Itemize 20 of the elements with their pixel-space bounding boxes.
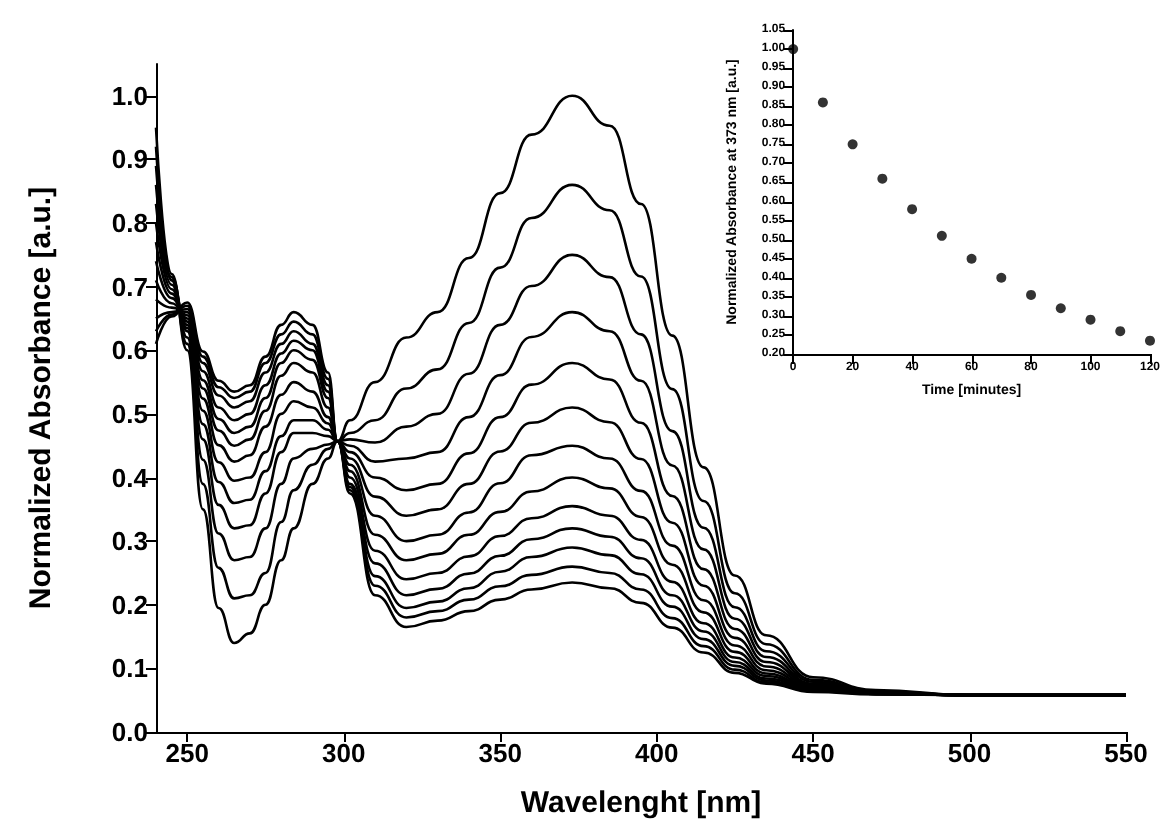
y-tick-label: 0.2 xyxy=(111,589,148,620)
y-tick-label: 0.3 xyxy=(111,526,148,557)
x-tick-label: 400 xyxy=(634,738,679,768)
x-tick-label: 500 xyxy=(947,738,992,768)
y-tick-label: 0.0 xyxy=(111,717,148,747)
y-tick-label: 0.6 xyxy=(111,335,148,366)
y-tick-label: 0.9 xyxy=(111,144,148,175)
y-tick-label: 0.5 xyxy=(111,398,148,429)
x-tick-label: 350 xyxy=(478,738,522,768)
y-tick-label: 0.8 xyxy=(111,208,148,239)
x-tick-label: 550 xyxy=(1104,738,1148,768)
x-tick-label: 250 xyxy=(165,738,209,768)
y-tick-label: 0.4 xyxy=(111,462,150,493)
x-tick-label: 300 xyxy=(322,738,366,768)
y-tick-label: 0.1 xyxy=(111,653,148,684)
y-tick-label: 0.7 xyxy=(111,271,148,302)
y-tick-label: 1.0 xyxy=(111,80,148,111)
x-axis-title: Wavelenght [nm] xyxy=(520,786,762,820)
y-axis-title: Normalized Absorbance [a.u.] xyxy=(24,186,58,610)
x-tick-label: 450 xyxy=(791,738,835,768)
